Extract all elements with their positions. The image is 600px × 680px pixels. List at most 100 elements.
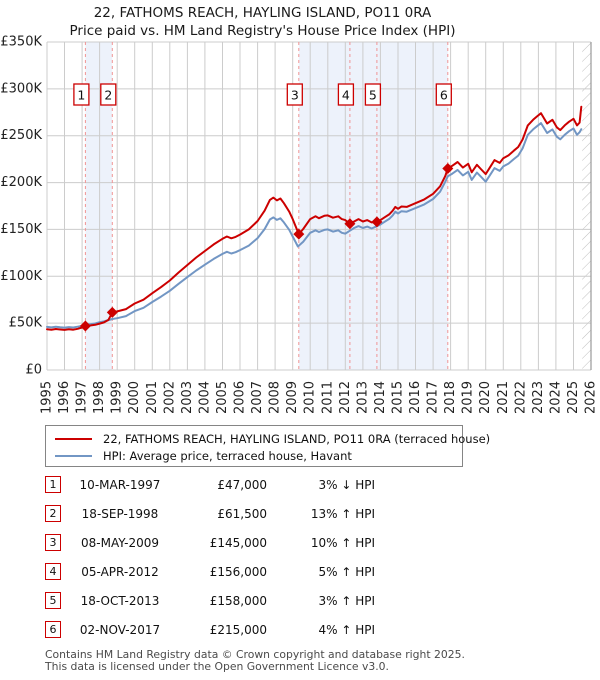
y-axis-label: £150K (0, 222, 42, 237)
sale-row: 6 02-NOV-2017 £215,000 4% ↑ HPI (45, 615, 377, 644)
legend-label-property: 22, FATHOMS REACH, HAYLING ISLAND, PO11 … (103, 431, 491, 446)
x-axis-label: 2003 (180, 381, 195, 414)
sale-marker (79, 320, 91, 332)
sales-table: 1 10-MAR-1997 £47,000 3% ↓ HPI 2 18-SEP-1998 £… (45, 470, 377, 644)
x-axis-label: 2025 (566, 381, 581, 414)
x-axis-label: 2026 (584, 381, 599, 414)
sale-number-boxes: 1 2 3 4 5 6 (73, 83, 452, 106)
legend-entry-hpi: HPI: Average price, terraced house, Hava… (53, 447, 462, 464)
sale-price: £47,000 (217, 477, 267, 492)
sale-price: £145,000 (209, 535, 267, 550)
sale-hpi-delta: 3% ↓ HPI (318, 477, 375, 492)
sale-number-box-label: 2 (104, 88, 112, 103)
legend-entry-property: 22, FATHOMS REACH, HAYLING ISLAND, PO11 … (53, 430, 490, 447)
sale-number-box (337, 83, 355, 106)
sale-number-badge: 6 (45, 621, 61, 638)
sale-marker (293, 228, 305, 240)
sale-hpi-delta: 3% ↑ HPI (318, 593, 375, 608)
x-axis-label: 2015 (391, 381, 406, 414)
sale-hpi-delta: 10% ↑ HPI (310, 535, 375, 550)
sale-marker (344, 218, 356, 230)
x-axis-label: 2011 (320, 381, 335, 414)
sale-marker (371, 216, 383, 228)
x-axis-label: 2022 (513, 381, 528, 414)
sale-number-badge: 4 (45, 563, 61, 580)
chart-header: 22, FATHOMS REACH, HAYLING ISLAND, PO11 … (0, 4, 525, 40)
sale-number-box (73, 83, 90, 106)
sale-date: 02-NOV-2017 (79, 622, 161, 637)
sale-number-box (435, 83, 452, 106)
y-axis-label: £50K (9, 316, 43, 331)
x-axis-label: 2004 (197, 381, 212, 414)
y-axis-label: £250K (0, 128, 42, 143)
x-axis-label: 2016 (408, 381, 423, 414)
x-axis-label: 2018 (443, 381, 458, 414)
x-axis-label: 2012 (338, 381, 353, 414)
sale-date: 08-MAY-2009 (80, 535, 159, 550)
x-axis-label: 2014 (373, 381, 388, 414)
chart-legend: 22, FATHOMS REACH, HAYLING ISLAND, PO11 … (45, 425, 490, 467)
x-axis-label: 1999 (110, 381, 125, 414)
sale-price: £215,000 (209, 622, 267, 637)
y-axis-label: £350K (0, 35, 42, 50)
x-axis-label: 2023 (531, 381, 546, 414)
sale-date: 18-SEP-1998 (81, 506, 159, 521)
hpi-line-swatch (55, 454, 92, 457)
x-axis-label: 2021 (496, 381, 511, 414)
sale-date: 18-OCT-2013 (80, 593, 160, 608)
x-axis-label: 2005 (215, 381, 230, 414)
sale-markers (79, 163, 454, 332)
sale-marker (106, 306, 118, 318)
sale-number-box (364, 83, 382, 106)
x-axis-label: 2013 (355, 381, 370, 414)
x-axis-label: 1995 (40, 381, 55, 414)
sale-date: 10-MAR-1997 (79, 477, 161, 492)
sale-number-box (100, 83, 117, 106)
x-axis-label: 2008 (268, 381, 283, 414)
x-axis-label: 2017 (426, 381, 441, 414)
x-axis-label: 2007 (250, 381, 265, 414)
x-axis-labels: 1995 1996 1997 1998 1999 2000 2001 2002 2003 2004… (40, 381, 599, 414)
y-axis-label: £200K (0, 175, 42, 190)
sale-hpi-delta: 5% ↑ HPI (318, 564, 375, 579)
sale-marker (442, 163, 454, 174)
sale-row: 1 10-MAR-1997 £47,000 3% ↓ HPI (45, 470, 377, 499)
gridlines (46, 41, 592, 371)
price-history-chart: 1 2 3 4 5 6 £0 £50K £100K £150K £200K £250K £300K £35… (0, 35, 599, 415)
x-axis-label: 2002 (162, 381, 177, 414)
license-line-2: This data is licensed under the Open Gov… (45, 659, 389, 673)
sale-number-box-label: 1 (77, 88, 85, 103)
x-axis-label: 1996 (57, 381, 72, 414)
sale-number-badge: 1 (45, 476, 61, 493)
sale-number-badge: 2 (45, 505, 61, 522)
sale-row: 3 08-MAY-2009 £145,000 10% ↑ HPI (45, 528, 377, 557)
sale-row: 4 05-APR-2012 £156,000 5% ↑ HPI (45, 557, 377, 586)
y-axis-label: £0 (25, 363, 42, 378)
property-line-swatch (55, 437, 92, 440)
sale-row: 5 18-OCT-2013 £158,000 3% ↑ HPI (45, 586, 377, 615)
x-axis-label: 2006 (233, 381, 248, 414)
page-title: 22, FATHOMS REACH, HAYLING ISLAND, PO11 … (93, 5, 432, 21)
sale-number-box-label: 3 (291, 88, 299, 103)
x-axis-label: 1998 (92, 381, 107, 414)
sale-number-box-label: 5 (369, 88, 377, 103)
license-footer: Contains HM Land Registry data © Crown c… (45, 649, 465, 672)
legend-label-hpi: HPI: Average price, terraced house, Hava… (103, 448, 352, 463)
future-hatch-band (582, 42, 591, 370)
y-axis-labels: £0 £50K £100K £150K £200K £250K £300K £350K (0, 35, 42, 378)
sale-hpi-delta: 4% ↑ HPI (318, 622, 375, 637)
sale-number-box-label: 4 (342, 88, 350, 103)
sale-number-box (286, 83, 303, 106)
sale-price: £156,000 (209, 564, 267, 579)
x-axis-label: 2024 (548, 381, 563, 414)
x-axis-label: 2010 (303, 381, 318, 414)
sale-price: £61,500 (217, 506, 267, 521)
sale-hpi-delta: 13% ↑ HPI (310, 506, 375, 521)
hpi-series-line (46, 122, 583, 329)
sale-number-badge: 3 (45, 534, 61, 551)
y-axis-label: £300K (0, 81, 42, 96)
license-line-1: Contains HM Land Registry data © Crown c… (45, 648, 465, 661)
sale-number-badge: 5 (45, 592, 61, 609)
x-axis-label: 2001 (145, 381, 160, 414)
